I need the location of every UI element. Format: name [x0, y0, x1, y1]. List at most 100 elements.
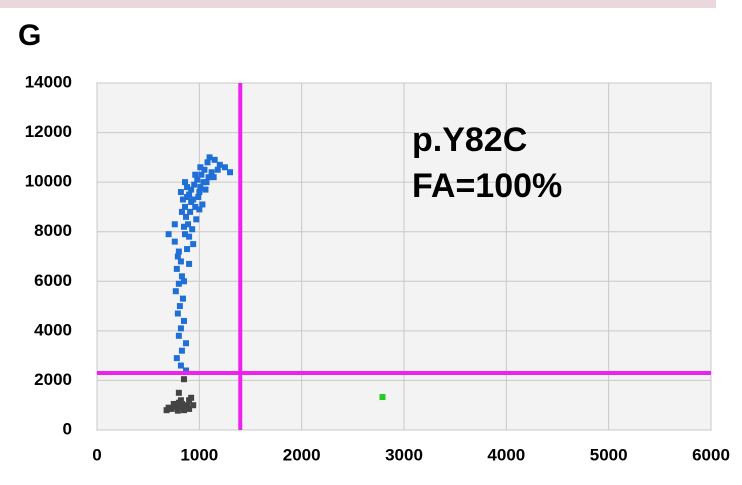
- point: [183, 367, 190, 374]
- point: [197, 164, 204, 171]
- point: [178, 273, 185, 280]
- point: [205, 174, 212, 181]
- point: [194, 176, 201, 183]
- point: [198, 171, 205, 178]
- point: [174, 253, 181, 260]
- y-tick-label: 2000: [34, 370, 72, 389]
- point: [190, 196, 197, 203]
- point: [186, 405, 193, 412]
- point: [163, 407, 170, 414]
- point: [192, 203, 199, 210]
- point: [197, 184, 204, 191]
- point: [185, 221, 192, 228]
- point: [178, 400, 185, 407]
- point: [188, 394, 195, 401]
- point: [196, 206, 203, 213]
- point: [183, 340, 190, 347]
- x-tick-label: 3000: [385, 445, 423, 464]
- point: [203, 179, 210, 186]
- point: [171, 221, 178, 228]
- point: [216, 161, 223, 168]
- point: [179, 196, 186, 203]
- x-tick-label: 2000: [283, 445, 321, 464]
- x-tick-label: 5000: [590, 445, 628, 464]
- y-tick-label: 6000: [34, 271, 72, 290]
- point: [221, 164, 228, 171]
- point: [177, 362, 184, 369]
- y-tick-label: 8000: [34, 221, 72, 240]
- point: [176, 303, 183, 310]
- point: [165, 231, 172, 238]
- point: [180, 376, 187, 383]
- point: [184, 184, 191, 191]
- point: [214, 166, 221, 173]
- y-tick-label: 4000: [34, 320, 72, 339]
- point: [180, 223, 187, 230]
- point: [211, 156, 218, 163]
- point: [173, 265, 180, 272]
- point: [199, 201, 206, 208]
- image-strip: [0, 0, 716, 8]
- annotation: FA=100%: [412, 167, 562, 205]
- point: [187, 208, 194, 215]
- point: [188, 186, 195, 193]
- point: [184, 246, 191, 253]
- point: [175, 399, 182, 406]
- point: [206, 154, 213, 161]
- point: [173, 355, 180, 362]
- point: [180, 407, 187, 414]
- point: [174, 310, 181, 317]
- point: [182, 403, 189, 410]
- point: [177, 189, 184, 196]
- point: [189, 226, 196, 233]
- point: [175, 280, 182, 287]
- point: [177, 404, 184, 411]
- point: [208, 169, 215, 176]
- y-tick-label: 14000: [25, 72, 72, 91]
- point: [190, 241, 197, 248]
- point: [172, 288, 179, 295]
- point: [180, 317, 187, 324]
- point: [174, 407, 181, 414]
- point: [178, 208, 185, 215]
- point: [193, 216, 200, 223]
- point: [201, 166, 208, 173]
- point: [179, 295, 186, 302]
- point: [182, 179, 189, 186]
- point: [202, 186, 209, 193]
- point: [192, 171, 199, 178]
- point: [190, 402, 197, 409]
- panel-label: G: [18, 19, 41, 52]
- point: [210, 174, 217, 181]
- x-tick-label: 4000: [487, 445, 525, 464]
- point: [182, 231, 189, 238]
- annotation: p.Y82C: [412, 121, 527, 159]
- x-tick-label: 6000: [692, 445, 730, 464]
- x-tick-label: 0: [92, 445, 101, 464]
- point: [186, 233, 193, 240]
- point: [178, 347, 185, 354]
- point: [200, 179, 207, 186]
- point: [175, 389, 182, 396]
- point: [191, 181, 198, 188]
- point: [168, 405, 175, 412]
- point: [175, 248, 182, 255]
- point: [182, 203, 189, 210]
- point: [227, 169, 234, 176]
- x-tick-label: 1000: [180, 445, 218, 464]
- point: [180, 278, 187, 285]
- point: [186, 260, 193, 267]
- point: [196, 189, 203, 196]
- point: [177, 325, 184, 332]
- point: [195, 194, 202, 201]
- point: [171, 238, 178, 245]
- y-tick-label: 12000: [25, 122, 72, 141]
- point: [183, 213, 190, 220]
- y-tick-label: 0: [63, 419, 72, 438]
- point: [379, 394, 386, 401]
- point: [170, 400, 177, 407]
- point: [184, 194, 191, 201]
- point: [177, 258, 184, 265]
- point: [175, 332, 182, 339]
